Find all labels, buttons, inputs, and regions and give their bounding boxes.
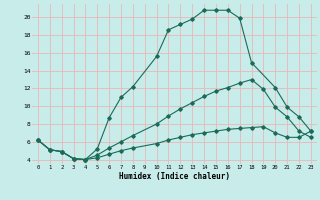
X-axis label: Humidex (Indice chaleur): Humidex (Indice chaleur)	[119, 172, 230, 181]
